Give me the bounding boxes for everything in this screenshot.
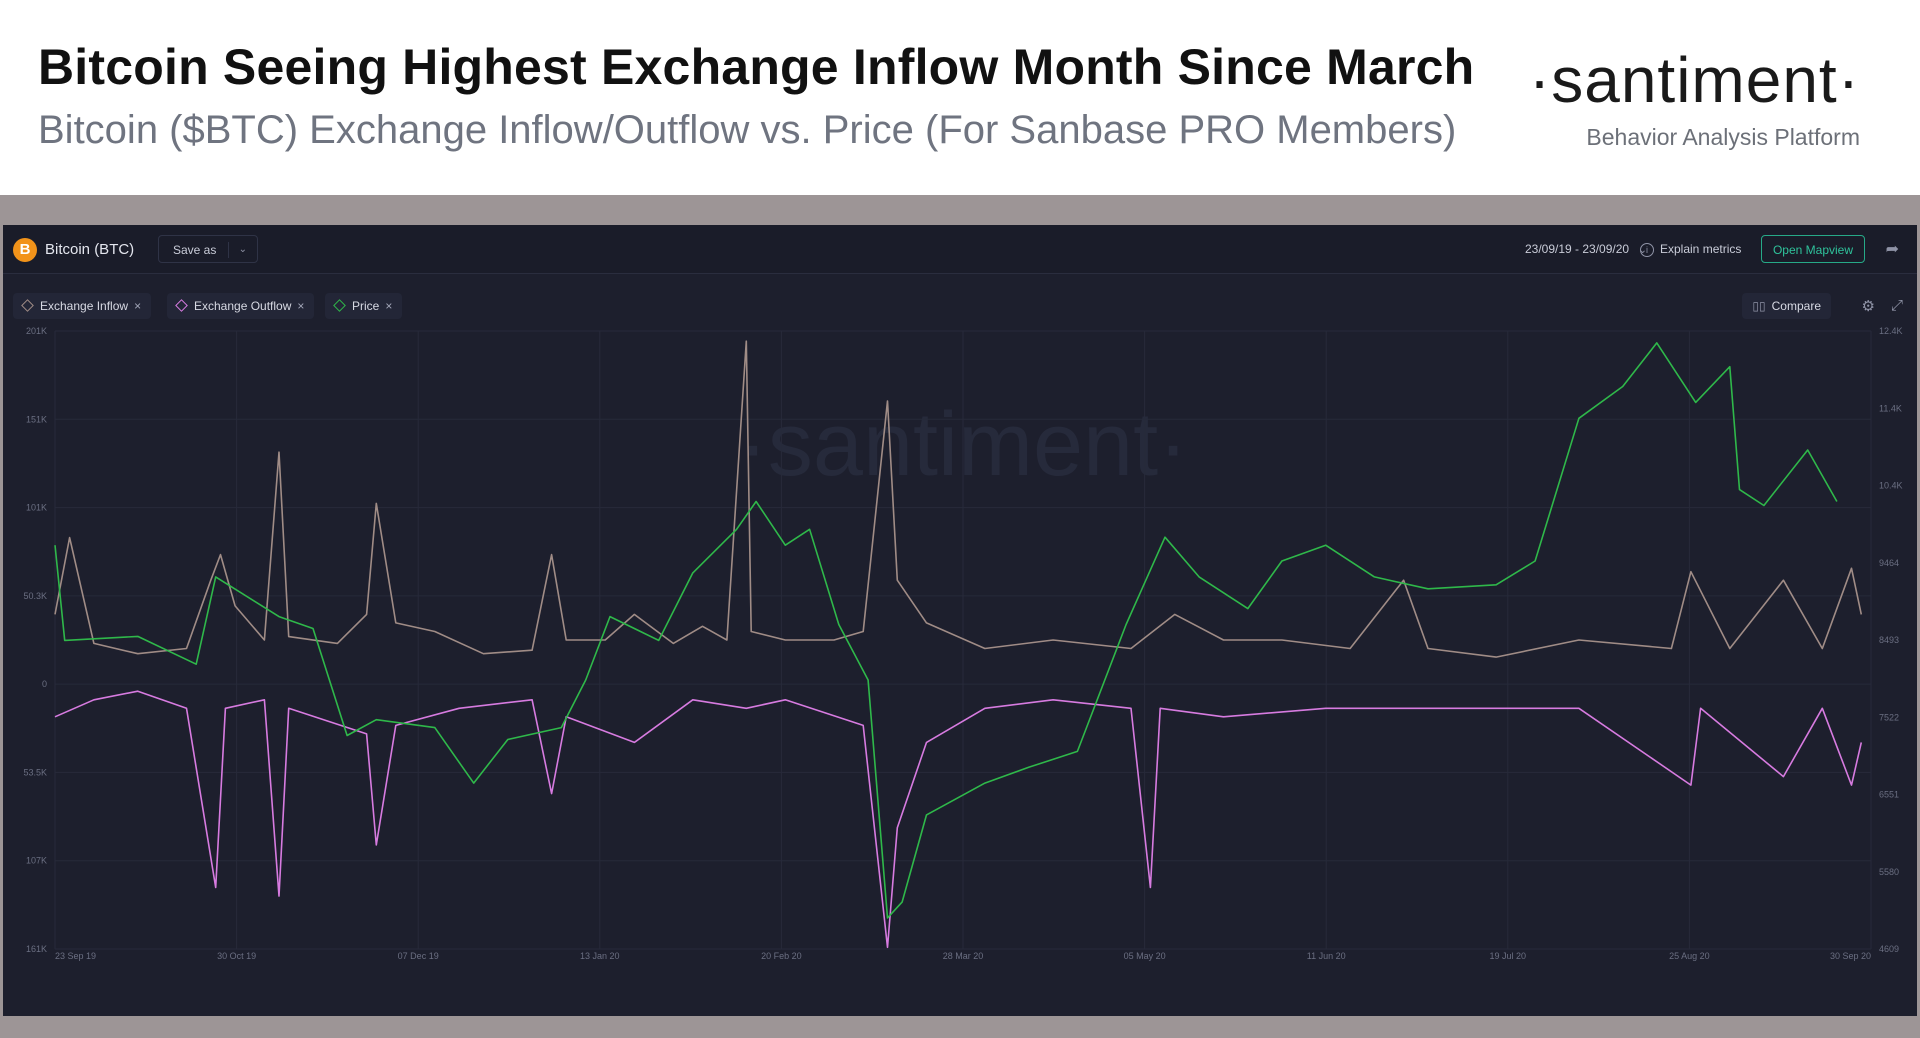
- x-tick-label: 25 Aug 20: [1669, 951, 1710, 961]
- right-tick-label: 5580: [1879, 867, 1899, 877]
- explain-metrics-label: Explain metrics: [1660, 242, 1742, 256]
- gear-icon[interactable]: ⚙: [1861, 298, 1875, 315]
- right-tick-label: 12.4K: [1879, 326, 1903, 336]
- x-tick-label: 11 Jun 20: [1307, 951, 1346, 961]
- asset-name[interactable]: Bitcoin (BTC): [45, 241, 135, 258]
- x-tick-label: 30 Sep 20: [1830, 951, 1871, 961]
- share-icon[interactable]: ➦: [1885, 241, 1899, 258]
- date-range-label: 23/09/19 - 23/09/20: [1525, 242, 1630, 256]
- series-line-exchange-inflow: [54, 340, 1863, 658]
- series-line-exchange-outflow: [54, 690, 1863, 949]
- chart-svg: ·santiment· 201K151K101K50.3K053.5K107K1…: [23, 326, 1903, 961]
- sanbase-app: B Bitcoin (BTC) Save as ⌄ 23/09/19 - 23/…: [3, 225, 1917, 1016]
- brand-tagline: Behavior Analysis Platform: [1586, 124, 1860, 150]
- left-tick-label: 107K: [26, 856, 47, 866]
- left-tick-label: 161K: [26, 944, 47, 954]
- close-icon[interactable]: ×: [297, 299, 305, 313]
- screenshot-frame: B Bitcoin (BTC) Save as ⌄ 23/09/19 - 23/…: [0, 195, 1920, 1038]
- metric-label: Exchange Outflow: [194, 299, 292, 313]
- x-tick-label: 19 Jul 20: [1490, 951, 1527, 961]
- left-tick-label: 201K: [26, 326, 47, 336]
- right-tick-label: 7522: [1879, 712, 1899, 722]
- right-tick-label: 8493: [1879, 635, 1899, 645]
- series-line-price: [54, 342, 1838, 919]
- metric-chip-price[interactable]: Price ×: [325, 293, 403, 319]
- metric-label: Price: [352, 299, 380, 313]
- chart-area: ·santiment· 201K 151K 101K 50.3K 0 53.5K 107K 1…: [3, 325, 1917, 1016]
- metric-chip-exchange-outflow[interactable]: Exchange Outflow ×: [167, 293, 315, 319]
- close-icon[interactable]: ×: [385, 299, 393, 313]
- right-tick-label: 11.4K: [1879, 403, 1902, 413]
- right-tick-label: 9464: [1879, 558, 1899, 568]
- x-axis: 23 Sep 19 30 Oct 19 07 Dec 19 13 Jan 20 20 F…: [55, 951, 1871, 961]
- top-bar: B Bitcoin (BTC) Save as ⌄ 23/09/19 - 23/…: [3, 225, 1917, 274]
- gridlines: [54, 330, 1872, 950]
- left-tick-label: 151K: [26, 414, 47, 424]
- diamond-icon: [175, 299, 188, 313]
- divider: [228, 242, 229, 258]
- save-as-button[interactable]: Save as ⌄: [158, 235, 258, 263]
- compare-label: Compare: [1771, 299, 1821, 313]
- x-tick-label: 30 Oct 19: [217, 951, 256, 961]
- compare-icon: ▯▯: [1752, 299, 1766, 313]
- compare-button[interactable]: ▯▯ Compare: [1742, 293, 1831, 319]
- diamond-icon: [21, 299, 34, 313]
- fullscreen-icon[interactable]: ⤢: [1890, 297, 1903, 314]
- open-mapview-button[interactable]: Open Mapview: [1761, 235, 1865, 263]
- right-tick-label: 6551: [1879, 790, 1899, 800]
- brand-name: ·santiment·: [1528, 44, 1860, 116]
- metrics-toolbar: Exchange Inflow × Exchange Outflow × Price…: [3, 285, 1917, 325]
- x-tick-label: 23 Sep 19: [55, 951, 96, 961]
- left-tick-label: 53.5K: [23, 767, 47, 777]
- right-axis: 12.4K 11.4K 10.4K 9464 8493 7522 6551 5580 4609: [1879, 326, 1903, 954]
- page-subtitle: Bitcoin ($BTC) Exchange Inflow/Outflow v…: [38, 108, 1457, 152]
- left-tick-label: 0: [42, 679, 47, 689]
- right-tick-label: 10.4K: [1879, 481, 1903, 491]
- x-tick-label: 20 Feb 20: [761, 951, 802, 961]
- save-as-label: Save as: [173, 243, 217, 257]
- info-icon: i: [1640, 242, 1654, 257]
- left-tick-label: 101K: [26, 503, 47, 513]
- bitcoin-icon: B: [13, 238, 37, 262]
- x-tick-label: 05 May 20: [1124, 951, 1166, 961]
- series-lines: [54, 340, 1863, 949]
- left-tick-label: 50.3K: [23, 591, 47, 601]
- left-axis: 201K 151K 101K 50.3K 0 53.5K 107K 161K: [23, 326, 47, 954]
- close-icon[interactable]: ×: [134, 299, 142, 313]
- header: Bitcoin Seeing Highest Exchange Inflow M…: [0, 0, 1920, 195]
- diamond-icon: [333, 299, 346, 313]
- explain-metrics-button[interactable]: i Explain metrics: [1632, 235, 1742, 263]
- x-tick-label: 07 Dec 19: [398, 951, 439, 961]
- x-tick-label: 13 Jan 20: [580, 951, 620, 961]
- metric-chip-exchange-inflow[interactable]: Exchange Inflow ×: [13, 293, 152, 319]
- right-tick-label: 4609: [1879, 944, 1899, 954]
- metric-label: Exchange Inflow: [40, 299, 129, 313]
- chevron-down-icon[interactable]: ⌄: [238, 244, 247, 255]
- page-title: Bitcoin Seeing Highest Exchange Inflow M…: [38, 39, 1475, 95]
- santiment-logo: ·santiment· Behavior Analysis Platform: [1529, 48, 1860, 151]
- x-tick-label: 28 Mar 20: [943, 951, 984, 961]
